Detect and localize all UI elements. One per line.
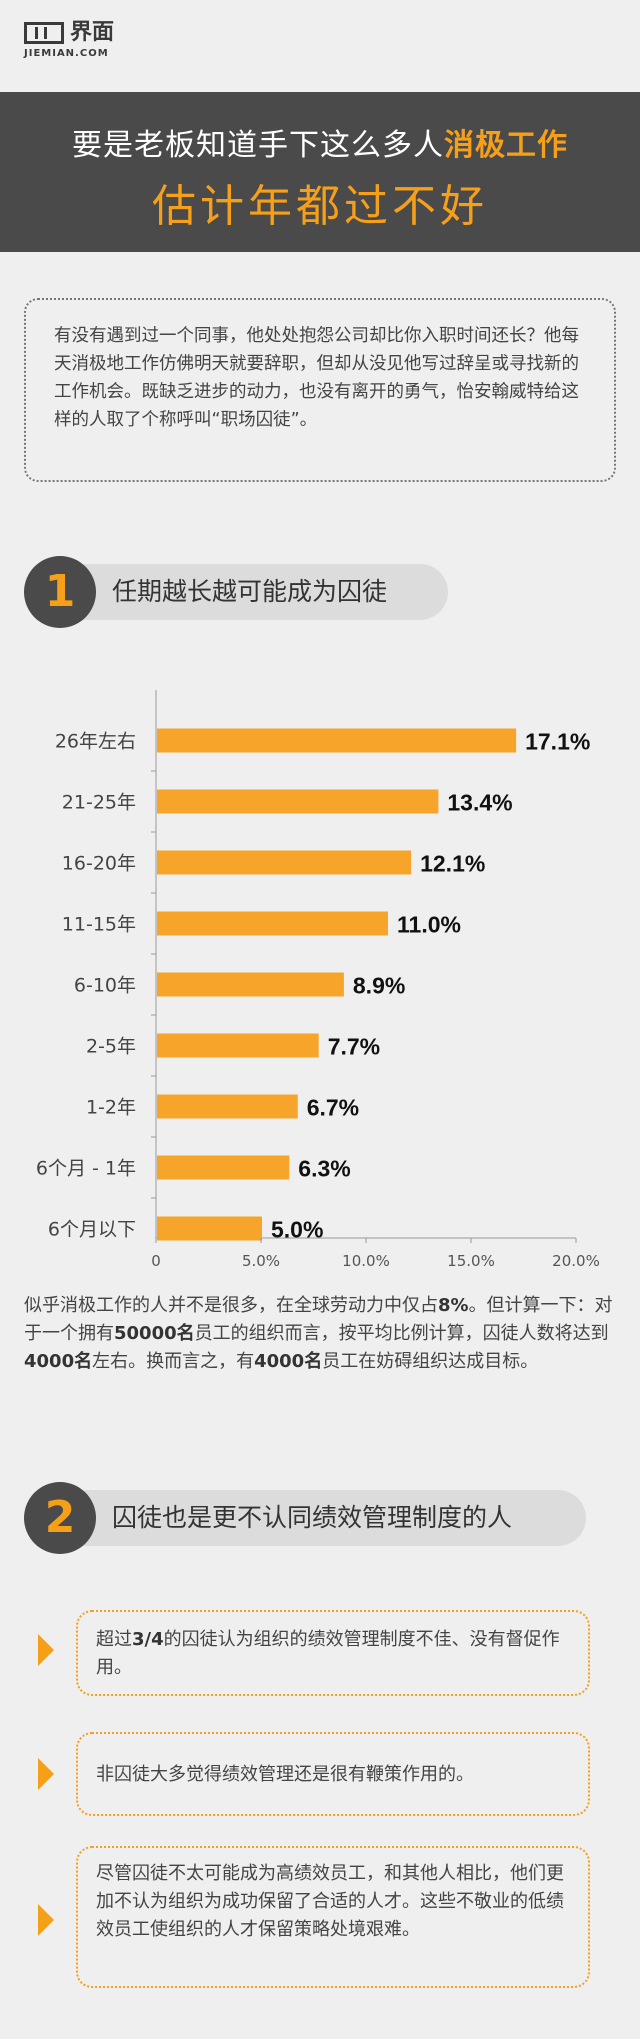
value-label-5: 8.9% bbox=[353, 973, 405, 999]
section-1-pill bbox=[60, 564, 448, 620]
bar-7 bbox=[157, 1094, 298, 1119]
bar-3 bbox=[157, 850, 412, 875]
category-label-9: 6个月以下 bbox=[48, 1219, 136, 1241]
x-tick-label-5: 20.0% bbox=[552, 1252, 600, 1270]
chart-svg: 26年左右 17.1% 21-25年 13.4% 16-20年 12.1% 11-15年 11… bbox=[36, 690, 600, 1270]
section-2-number: 2 bbox=[24, 1482, 96, 1554]
point-2-text: 非囚徒大多觉得绩效管理还是很有鞭策作用的。 bbox=[96, 1764, 474, 1785]
intro-text: 有没有遇到过一个同事，他处处抱怨公司却比你入职时间还长？他每天消极地工作仿佛明天… bbox=[54, 326, 579, 430]
section-2-header: 2 囚徒也是更不认同绩效管理制度的人 bbox=[24, 1482, 586, 1554]
value-label-2: 13.4% bbox=[447, 790, 512, 816]
x-tick-label-2: 5.0% bbox=[242, 1252, 280, 1270]
value-label-3: 12.1% bbox=[420, 851, 485, 877]
section-1-title: 任期越长越可能成为囚徒 bbox=[112, 577, 388, 606]
value-label-1: 17.1% bbox=[525, 729, 590, 755]
point-2-box: 非囚徒大多觉得绩效管理还是很有鞭策作用的。 bbox=[76, 1732, 590, 1816]
section-2-title: 囚徒也是更不认同绩效管理制度的人 bbox=[112, 1503, 513, 1532]
section-1-header: 1 任期越长越可能成为囚徒 bbox=[24, 556, 448, 628]
bar-6 bbox=[157, 1033, 319, 1058]
para-text-5: 员工在妨碍组织达成目标。 bbox=[322, 1351, 539, 1372]
logo-text-cn: 界面 bbox=[70, 20, 115, 45]
para-bold-1: 8% bbox=[438, 1295, 469, 1316]
bar-9 bbox=[157, 1216, 262, 1241]
jiemian-logo: 界面 JIEMIAN.COM bbox=[24, 22, 134, 66]
tenure-bar-chart: 26年左右 17.1% 21-25年 13.4% 16-20年 12.1% 11-15年 11… bbox=[0, 680, 640, 1270]
x-tick-label-4: 15.0% bbox=[447, 1252, 495, 1270]
point-2-arrow-icon bbox=[38, 1758, 54, 1790]
section-2-pill bbox=[60, 1490, 586, 1546]
category-label-5: 6-10年 bbox=[74, 975, 136, 997]
point-3-arrow-icon bbox=[38, 1904, 54, 1936]
para-bold-3: 4000名 bbox=[24, 1351, 93, 1372]
intro-box: 有没有遇到过一个同事，他处处抱怨公司却比你入职时间还长？他每天消极地工作仿佛明天… bbox=[24, 298, 616, 482]
logo-text-en: JIEMIAN.COM bbox=[24, 48, 109, 59]
category-label-2: 21-25年 bbox=[62, 792, 136, 814]
banner-line-2: 估计年都过不好 bbox=[152, 181, 488, 232]
para-text-3: 员工的组织而言，按平均比例计算，囚徒人数将达到 bbox=[194, 1323, 609, 1344]
category-label-6: 2-5年 bbox=[86, 1036, 136, 1058]
category-label-4: 11-15年 bbox=[62, 914, 136, 936]
analysis-paragraph: 似乎消极工作的人并不是很多，在全球劳动力中仅占8%。但计算一下：对于一个拥有50… bbox=[24, 1292, 620, 1376]
point-1-text-c: 的囚徒认为组织的绩效管理制度不佳、没有督促作用。 bbox=[96, 1629, 560, 1678]
category-label-3: 16-20年 bbox=[62, 853, 136, 875]
bar-4 bbox=[157, 911, 388, 936]
para-text-1: 似乎消极工作的人并不是很多，在全球劳动力中仅占 bbox=[24, 1295, 438, 1316]
point-1-box: 超过3/4的囚徒认为组织的绩效管理制度不佳、没有督促作用。 bbox=[76, 1610, 590, 1696]
value-label-8: 6.3% bbox=[298, 1156, 350, 1182]
section-1-number: 1 bbox=[24, 556, 96, 628]
para-text-2: 。但计算一下：对于一个拥有 bbox=[24, 1295, 613, 1344]
value-label-4: 11.0% bbox=[397, 912, 461, 938]
bar-1 bbox=[157, 728, 517, 753]
para-bold-4: 4000名 bbox=[254, 1351, 323, 1372]
point-3-text: 尽管囚徒不太可能成为高绩效员工，和其他人相比，他们更加不认为组织为成功保留了合适… bbox=[96, 1863, 564, 1940]
banner-line-1-plain: 要是老板知道手下这么多人 bbox=[72, 128, 444, 163]
x-tick-label-1: 0 bbox=[151, 1252, 161, 1270]
para-text-4: 左右。换而言之，有 bbox=[92, 1351, 255, 1372]
category-label-1: 26年左右 bbox=[55, 731, 136, 753]
banner-line-1: 要是老板知道手下这么多人消极工作 bbox=[0, 120, 640, 164]
point-1-text-a: 超过 bbox=[96, 1629, 132, 1650]
title-banner: 要是老板知道手下这么多人消极工作 估计年都过不好 bbox=[0, 92, 640, 252]
bar-2 bbox=[157, 789, 439, 814]
banner-line-1-highlight: 消极工作 bbox=[444, 128, 568, 163]
bar-8 bbox=[157, 1155, 290, 1180]
point-1-bold: 3/4 bbox=[132, 1629, 164, 1650]
logo-mark-icon bbox=[24, 22, 64, 44]
value-label-6: 7.7% bbox=[328, 1034, 380, 1060]
bar-5 bbox=[157, 972, 344, 997]
value-label-7: 6.7% bbox=[307, 1095, 359, 1121]
category-label-7: 1-2年 bbox=[86, 1097, 136, 1119]
value-label-9: 5.0% bbox=[271, 1217, 323, 1243]
x-tick-label-3: 10.0% bbox=[342, 1252, 390, 1270]
category-label-8: 6个月 - 1年 bbox=[36, 1158, 136, 1180]
point-3-box: 尽管囚徒不太可能成为高绩效员工，和其他人相比，他们更加不认为组织为成功保留了合适… bbox=[76, 1846, 590, 1988]
point-1-arrow-icon bbox=[38, 1634, 54, 1666]
para-bold-2: 50000名 bbox=[114, 1323, 195, 1344]
